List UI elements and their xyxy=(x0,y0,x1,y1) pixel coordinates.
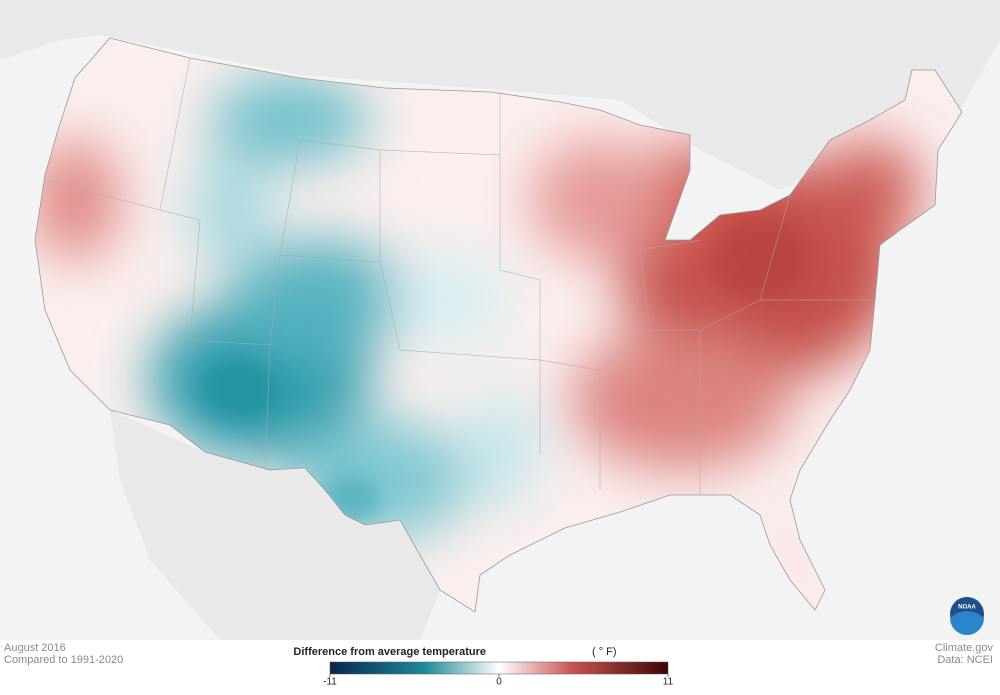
canada xyxy=(0,0,1000,190)
scale-tick-label: -11 xyxy=(323,677,337,688)
color-scale xyxy=(329,661,669,675)
scale-tick-label: 11 xyxy=(663,677,674,688)
site: Climate.gov xyxy=(935,642,994,654)
mexico xyxy=(110,410,440,640)
legend-unit: ( ° F) xyxy=(592,646,617,658)
logo-text: NOAA xyxy=(958,605,976,611)
legend-title: Difference from average temperature xyxy=(293,646,486,658)
map xyxy=(0,0,1000,640)
noaa-logo: NOAA xyxy=(950,597,984,635)
us-outline xyxy=(34,37,963,613)
state-lines xyxy=(44,57,870,495)
baseline: Compared to 1991-2020 xyxy=(4,654,123,666)
source: Data: NCEI xyxy=(937,654,993,666)
period: August 2016 xyxy=(4,642,66,654)
scale-tick-label: 0 xyxy=(496,677,502,688)
